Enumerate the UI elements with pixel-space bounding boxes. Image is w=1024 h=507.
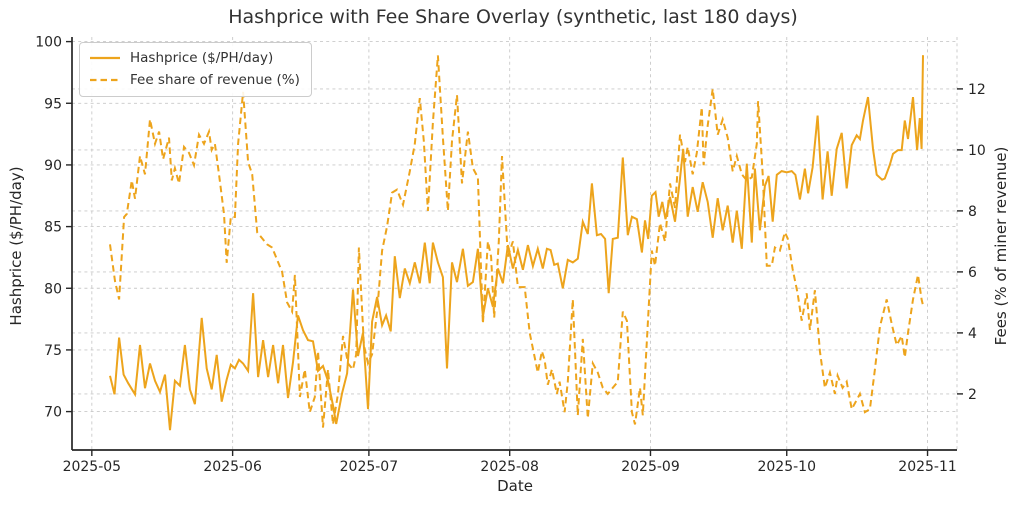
left-tick-label: 95: [44, 96, 62, 112]
x-axis-label: Date: [497, 477, 533, 495]
legend-label-hashprice: Hashprice ($/PH/day): [130, 50, 274, 66]
right-tick-label: 12: [968, 82, 986, 98]
bottom-tick-label: 2025-08: [480, 459, 539, 475]
bottom-tick-label: 2025-05: [63, 459, 122, 475]
left-tick-label: 85: [44, 220, 62, 236]
bottom-tick-label: 2025-11: [898, 459, 957, 475]
chart-title: Hashprice with Fee Share Overlay (synthe…: [228, 6, 798, 28]
fee-share-line: [109, 55, 924, 428]
right-tick-label: 8: [968, 204, 977, 220]
hashprice-line: [109, 55, 924, 431]
right-tick-label: 10: [968, 143, 986, 159]
legend-entry-fee-share: Fee share of revenue (%): [89, 69, 300, 91]
left-tick-label: 75: [44, 343, 62, 359]
bottom-tick-label: 2025-07: [340, 459, 399, 475]
left-tick-label: 80: [44, 281, 62, 297]
left-tick-label: 70: [44, 405, 62, 421]
y-axis-label-right: Fees (% of miner revenue): [992, 146, 1010, 346]
bottom-tick-label: 2025-06: [203, 459, 262, 475]
bottom-tick-label: 2025-10: [757, 459, 816, 475]
left-tick-label: 90: [44, 158, 62, 174]
right-tick-label: 2: [968, 387, 977, 403]
right-tick-label: 4: [968, 326, 977, 342]
legend-entry-hashprice: Hashprice ($/PH/day): [89, 47, 300, 69]
right-tick-label: 6: [968, 265, 977, 281]
y-axis-label-left: Hashprice ($/PH/day): [7, 166, 25, 326]
dashed-line-sample-icon: [90, 78, 120, 82]
bottom-tick-label: 2025-09: [621, 459, 680, 475]
legend: Hashprice ($/PH/day) Fee share of revenu…: [79, 42, 312, 97]
legend-label-fee-share: Fee share of revenue (%): [130, 72, 300, 88]
solid-line-sample-icon: [90, 56, 120, 60]
left-tick-label: 100: [35, 35, 62, 51]
